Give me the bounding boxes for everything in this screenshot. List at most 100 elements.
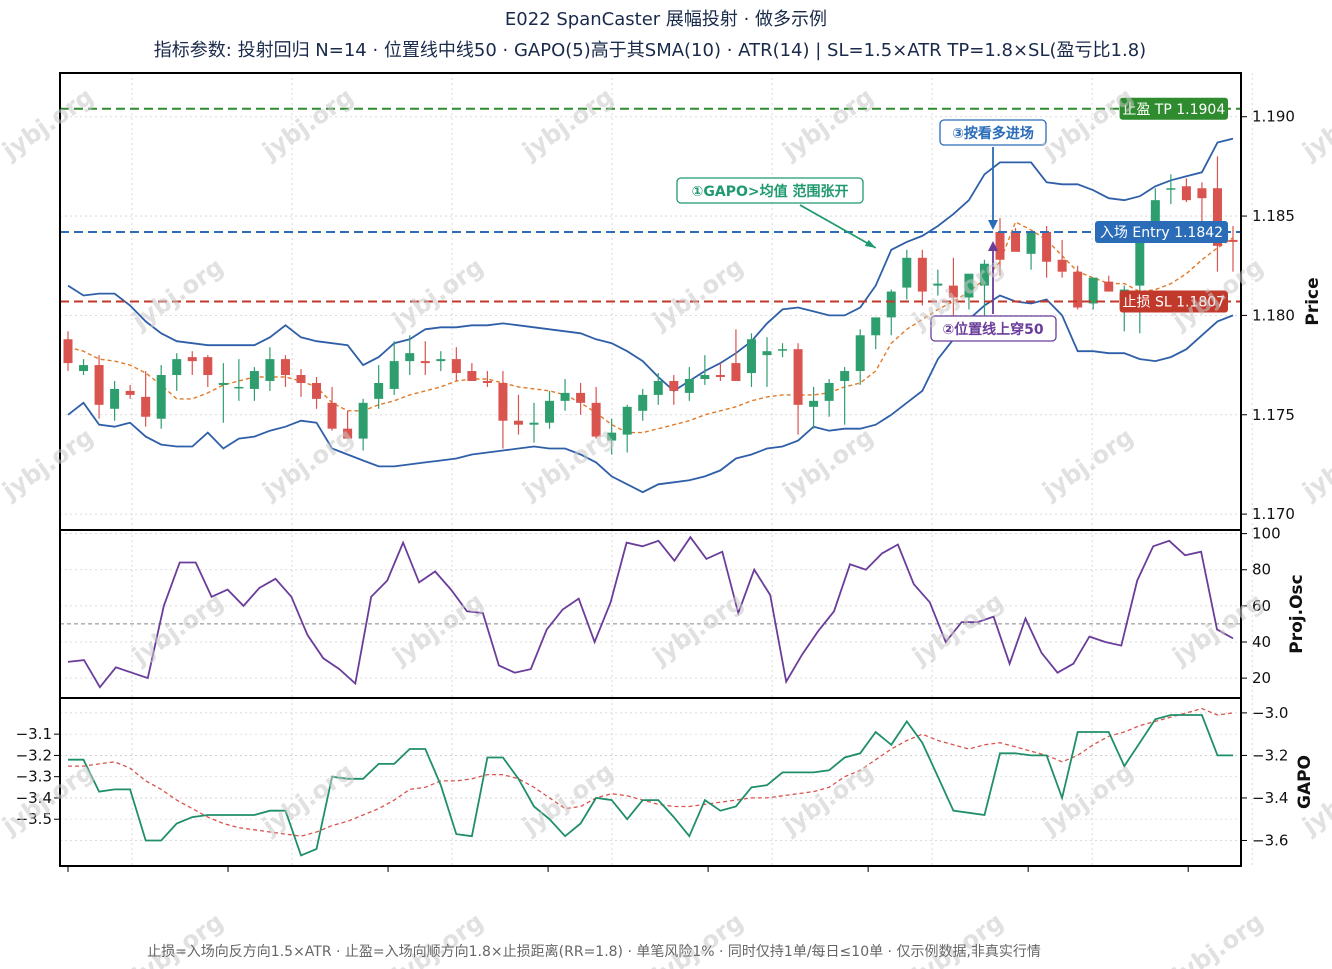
candle-body	[1057, 259, 1067, 272]
chart-title: E022 SpanCaster 展幅投射 · 做多示例	[505, 9, 827, 30]
candle-body	[995, 231, 1005, 260]
candle-body	[591, 402, 601, 437]
watermark-text: jybj.org	[1167, 587, 1269, 670]
watermark-text: jybj.org	[257, 82, 359, 165]
candle-body	[1011, 231, 1021, 252]
candle-body	[110, 388, 120, 409]
candle-body	[855, 335, 865, 372]
entry-level-label: 入场 Entry 1.1842	[1100, 225, 1223, 241]
candle-body	[886, 291, 896, 318]
candle-body	[700, 375, 710, 379]
price-panel: 止盈 TP 1.1904 入场 Entry 1.1842 止损 SL 1.1807 ①…	[59, 72, 1323, 531]
candle-body	[467, 371, 477, 381]
candle-body	[638, 394, 648, 411]
tp-level-badge	[1119, 97, 1228, 120]
gapo-sma-line	[68, 707, 1234, 837]
candle-body	[607, 432, 617, 441]
candle-body	[436, 359, 446, 362]
candle-body	[358, 402, 368, 439]
price-tick-label: 1.185	[1252, 207, 1295, 225]
candle-body	[172, 359, 182, 376]
watermark-text: jybj.org	[127, 252, 229, 335]
watermark-text: jybj.org	[127, 587, 229, 670]
candle-body	[265, 359, 275, 381]
gapo-right-tick-label: −3.4	[1252, 789, 1288, 807]
candle-body	[1088, 277, 1098, 304]
proj-tick-label: 100	[1252, 525, 1281, 543]
candle-body	[653, 380, 663, 395]
panel-frame	[59, 697, 1242, 867]
price-tick-label: 1.175	[1252, 406, 1295, 424]
candle-body	[1135, 231, 1145, 286]
candle-body	[622, 406, 632, 435]
candle-body	[513, 420, 523, 425]
annotation-entry-long: ③按看多进场	[939, 119, 1047, 230]
annotation-position-cross: ②位置线上穿50	[930, 241, 1057, 342]
candle-body	[94, 365, 104, 405]
candle-body	[545, 400, 555, 423]
candle-body	[1150, 200, 1160, 223]
tp-level-label: 止盈 TP 1.1904	[1122, 102, 1225, 118]
candle-body	[778, 349, 788, 351]
annotation-arrowhead	[988, 220, 998, 230]
candle-body	[1026, 231, 1036, 254]
watermark-text: jybj.org	[1297, 422, 1332, 505]
price-tick-label: 1.190	[1252, 108, 1295, 126]
candle-body	[374, 382, 384, 399]
candle-body	[1181, 186, 1191, 201]
gapo-left-tick-label: −3.2	[16, 746, 52, 764]
candle-body	[327, 402, 337, 429]
annotation-arrowhead	[988, 241, 998, 251]
candle-body	[1166, 188, 1176, 190]
proj-tick-label: 80	[1252, 561, 1271, 579]
entry-level-badge	[1095, 220, 1228, 243]
watermark-text: jybj.org	[777, 422, 879, 505]
candle-body	[964, 273, 974, 298]
gapo-left-tick-label: −3.4	[16, 789, 52, 807]
annotation-label: ①GAPO>均值 范围张开	[692, 183, 849, 200]
watermark-text: jybj.org	[0, 422, 99, 505]
price-tick-label: 1.180	[1252, 306, 1295, 324]
candle-body	[203, 357, 213, 376]
proj-tick-label: 60	[1252, 597, 1271, 615]
candle-body	[312, 382, 322, 399]
candle-body	[529, 422, 539, 425]
candle-body	[793, 349, 803, 405]
annotation-label: ③按看多进场	[952, 125, 1034, 142]
candle-body	[187, 357, 197, 362]
candle-body	[746, 339, 756, 374]
chart-footer: 止损=入场向反方向1.5×ATR · 止盈=入场向顺方向1.8×止损距离(RR=…	[147, 943, 1041, 960]
candle-body	[1042, 231, 1052, 262]
candle-body	[840, 371, 850, 381]
watermark-text: jybj.org	[1037, 422, 1139, 505]
watermark-text: jybj.org	[1037, 82, 1139, 165]
candle-body	[824, 382, 834, 401]
watermark-text: jybj.org	[647, 252, 749, 335]
watermark-text: jybj.org	[387, 252, 489, 335]
annotation-gapo-range: ①GAPO>均值 范围张开	[676, 177, 877, 249]
gapo-right-tick-label: −3.2	[1252, 746, 1288, 764]
watermark-text: jybj.org	[257, 757, 359, 840]
gapo-line	[68, 714, 1233, 857]
candle-body	[902, 257, 912, 288]
proj-axis-label: Proj.Osc	[1287, 574, 1307, 653]
candle-body	[809, 400, 819, 407]
candle-body	[933, 283, 943, 286]
watermark-text: jybj.org	[907, 587, 1009, 670]
candle-body	[389, 361, 399, 389]
watermark-text: jybj.org	[0, 82, 99, 165]
candle-body	[156, 375, 166, 419]
watermark-text: jybj.org	[647, 587, 749, 670]
candle-body	[125, 390, 135, 395]
candle-body	[451, 359, 461, 374]
annotation-box	[939, 119, 1047, 146]
watermark-text: jybj.org	[777, 82, 879, 165]
candle-body	[669, 380, 679, 391]
candle-body	[560, 392, 570, 401]
candle-body	[731, 363, 741, 381]
candle-body	[871, 317, 881, 336]
candle-body	[296, 375, 306, 383]
candle-body	[420, 361, 430, 364]
price-tick-label: 1.170	[1252, 505, 1295, 523]
candle-body	[63, 339, 73, 364]
